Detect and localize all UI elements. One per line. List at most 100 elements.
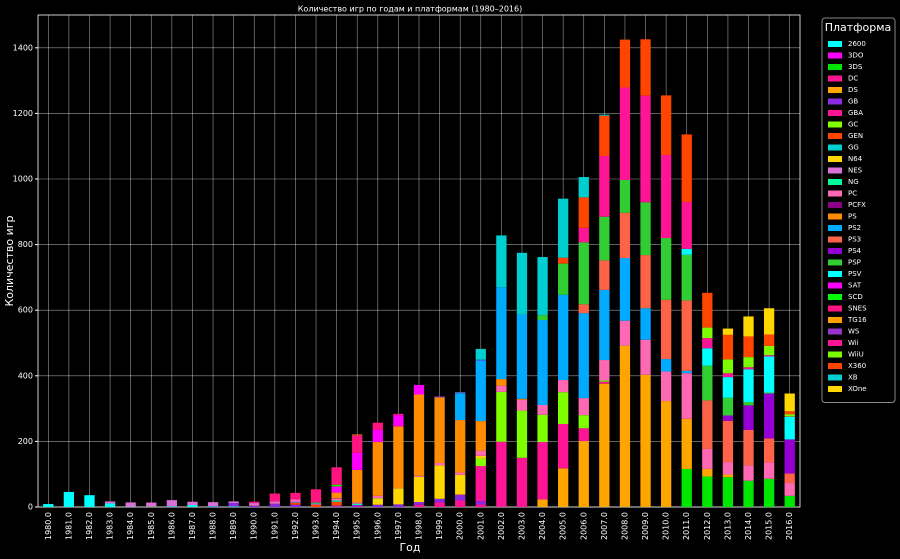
legend-swatch [828,282,842,289]
bar-segment [84,495,95,507]
bar-segment [599,115,610,157]
bar-segment [743,357,754,368]
x-tick-label: 2002.0 [497,512,506,540]
bar-segment [352,506,363,507]
bar-segment [187,501,198,506]
legend-swatch [828,41,842,47]
y-tick-label: 200 [18,437,33,446]
bar-segment [578,197,589,228]
bar-segment [43,504,54,507]
bar-segment [310,489,322,503]
x-tick-label: 2012.0 [703,512,712,540]
bar-segment [475,458,486,466]
legend-swatch [828,225,842,231]
legend-label: SNES [848,305,867,313]
x-tick-label: 2009.0 [641,512,650,540]
bar-segment [496,235,507,288]
legend-swatch [828,52,842,59]
bar-segment [763,438,775,463]
bar-segment [599,289,610,361]
bar-segment [702,448,713,469]
bar-segment [393,413,404,416]
y-tick-label: 0 [28,503,33,512]
x-tick-label: 2016.0 [785,512,794,540]
legend-label: X360 [848,362,866,370]
bar-segment [207,506,219,507]
legend-label: GB [848,98,858,106]
bar-segment [743,465,754,481]
legend-swatch [828,328,842,335]
bar-segment [619,179,631,213]
bar-segment [743,429,754,466]
bar-segment [434,397,445,464]
bar-segment [434,465,445,499]
x-tick-label: 1989.0 [229,512,238,540]
bar-segment [578,177,589,198]
legend-label: XOne [848,385,867,393]
bar-segment [537,414,548,443]
bar-segment [496,441,507,507]
bar-segment [599,383,610,507]
bar-segment [496,379,507,386]
bar-segment [290,499,301,502]
bar-segment [290,501,301,503]
bar-segment [104,501,116,504]
bar-segment [784,473,795,484]
bar-segment [290,492,301,500]
legend-label: SCD [848,293,863,301]
legend-label: PS3 [848,236,861,244]
bar-segment [578,227,589,243]
bar-segment [413,502,425,505]
bar-segment [619,212,631,259]
bar-segment [475,504,486,507]
bar-segment [784,414,795,417]
legend-label: PS2 [848,224,861,232]
legend-swatch [828,75,842,82]
legend-swatch [828,271,842,277]
bar-segment [249,503,260,506]
bar-segment [660,299,672,360]
bar-segment [104,503,116,507]
bar-segment [702,468,713,477]
x-tick-label: 2014.0 [744,512,753,540]
bar-segment [763,392,775,394]
bar-segment [558,257,569,264]
bar-segment [475,360,486,422]
x-tick-label: 1986.0 [167,512,176,540]
bar-segment [187,505,198,507]
bar-segment [743,367,754,370]
bar-segment [599,360,610,381]
bar-segment [558,294,569,381]
legend-label: 3DO [848,52,864,60]
bar-segment [413,476,425,503]
bar-segment [599,260,610,290]
x-tick-label: 2010.0 [662,512,671,540]
legend-label: GC [848,121,858,129]
bar-segment [743,405,754,430]
bar-segment [372,495,383,499]
bar-segment [702,365,713,401]
x-tick-label: 2006.0 [579,512,588,540]
bar-segment [455,494,466,501]
bar-segment [331,505,342,507]
bar-segment [681,201,692,249]
x-tick-label: 1990.0 [250,512,259,540]
bar-segment [352,434,363,436]
bar-segment [578,441,589,507]
bar-segment [763,356,775,393]
legend-swatch [828,259,842,266]
bar-segment [619,87,631,180]
bar-segment [702,348,713,366]
bar-segment [681,254,692,301]
bar-segment [228,506,239,507]
bar-segment [516,457,528,507]
bar-segment [640,339,651,375]
bar-segment [372,422,383,430]
legend-label: WS [848,328,860,336]
bar-segment [352,469,363,503]
bar-segment [640,95,651,203]
bar-segment [619,320,631,346]
y-tick-label: 1200 [13,109,33,118]
legend-swatch [828,294,842,300]
